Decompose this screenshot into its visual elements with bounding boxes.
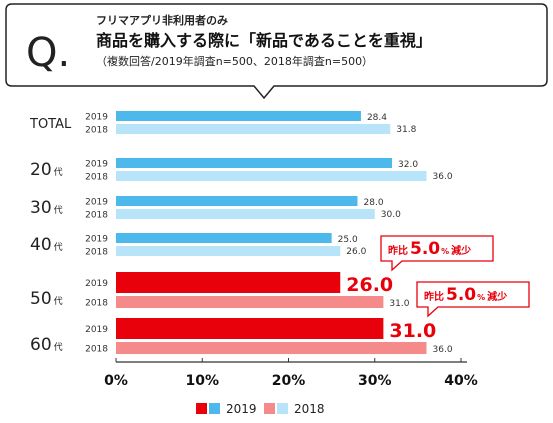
question-note: （複数回答/2019年調査n=500、2018年調査n=500） bbox=[96, 54, 373, 68]
category-row: 30 代 2019 2018 28.0 30.0 bbox=[30, 196, 401, 221]
bar-2019 bbox=[116, 233, 332, 243]
bar-2019 bbox=[116, 272, 341, 293]
category-suffix: 代 bbox=[54, 342, 63, 353]
bar-2019 bbox=[116, 318, 384, 339]
category-row: 40 代 2019 2018 25.0 26.0 bbox=[30, 233, 367, 258]
bar-2019 bbox=[116, 111, 361, 121]
tick-label: 30% bbox=[358, 373, 392, 389]
legend-label: 2018 bbox=[294, 402, 325, 416]
tick-label: 20% bbox=[272, 373, 306, 389]
series-label-2018: 2018 bbox=[85, 126, 108, 136]
question-title: 商品を購入する際に「新品であることを重視」 bbox=[96, 31, 432, 50]
x-axis: 0% 10% 20% 30% 40% bbox=[104, 358, 478, 389]
callout-frame bbox=[416, 281, 530, 318]
question-target: フリマアプリ非利用者のみ bbox=[96, 13, 228, 27]
callout-text: 昨比 5.0% 減少 bbox=[424, 285, 507, 305]
category-label: TOTAL bbox=[29, 117, 72, 132]
value-label-2019: 26.0 bbox=[346, 274, 393, 296]
value-label-2018: 31.0 bbox=[389, 299, 409, 309]
series-label-2018: 2018 bbox=[85, 299, 108, 309]
value-label-2019: 32.0 bbox=[398, 160, 418, 170]
bar-2018 bbox=[116, 124, 391, 134]
value-label-2018: 31.8 bbox=[396, 125, 416, 135]
bar-2018 bbox=[116, 342, 427, 354]
value-label-2019: 28.4 bbox=[367, 113, 387, 123]
legend: 2019 2018 bbox=[196, 402, 325, 416]
series-label-2019: 2019 bbox=[85, 235, 108, 245]
callout-box: 昨比 5.0% 減少 bbox=[416, 281, 530, 318]
legend-swatch bbox=[209, 403, 220, 414]
legend-item: 2018 bbox=[264, 402, 325, 416]
callout-frame bbox=[380, 235, 494, 272]
value-label-2019: 31.0 bbox=[389, 320, 436, 342]
series-label-2018: 2018 bbox=[85, 211, 108, 221]
bar-2019 bbox=[116, 158, 392, 168]
category-suffix: 代 bbox=[54, 167, 63, 178]
series-label-2018: 2018 bbox=[85, 345, 108, 355]
series-label-2019: 2019 bbox=[85, 198, 108, 208]
series-label-2019: 2019 bbox=[85, 160, 108, 170]
tick-label: 0% bbox=[104, 373, 128, 389]
question-mark: Q. bbox=[26, 30, 70, 76]
value-label-2018: 36.0 bbox=[433, 172, 453, 182]
bar-2018 bbox=[116, 246, 341, 256]
category-label: 20 代 bbox=[30, 160, 63, 180]
value-label-2018: 26.0 bbox=[346, 247, 366, 257]
value-label-2018: 36.0 bbox=[433, 345, 453, 355]
value-label-2018: 30.0 bbox=[381, 210, 401, 220]
category-row: 50 代 2019 2018 26.0 31.0 昨比 5.0% 減少 bbox=[30, 235, 494, 309]
legend-swatch bbox=[264, 403, 275, 414]
tick-label: 10% bbox=[185, 373, 219, 389]
value-label-2019: 28.0 bbox=[364, 198, 384, 208]
category-label: 60 代 bbox=[30, 335, 63, 355]
category-suffix: 代 bbox=[54, 296, 63, 307]
tick-label: 40% bbox=[444, 373, 478, 389]
category-row: TOTAL 2019 2018 28.4 31.8 bbox=[29, 111, 417, 136]
callout-text: 昨比 5.0% 減少 bbox=[388, 239, 471, 259]
category-suffix: 代 bbox=[54, 242, 63, 253]
category-label: 50 代 bbox=[30, 289, 63, 309]
bar-2019 bbox=[116, 196, 358, 206]
series-label-2018: 2018 bbox=[85, 248, 108, 258]
category-row: 20 代 2019 2018 32.0 36.0 bbox=[30, 158, 453, 183]
series-label-2019: 2019 bbox=[85, 113, 108, 123]
category-suffix: 代 bbox=[54, 205, 63, 216]
callout-box: 昨比 5.0% 減少 bbox=[380, 235, 494, 272]
question-box: Q. フリマアプリ非利用者のみ 商品を購入する際に「新品であることを重視」 （複… bbox=[5, 3, 548, 100]
legend-label: 2019 bbox=[226, 402, 257, 416]
legend-swatch bbox=[196, 403, 207, 414]
category-row: 60 代 2019 2018 31.0 36.0 昨比 5.0% 減少 bbox=[30, 281, 530, 355]
value-label-2019: 25.0 bbox=[338, 235, 358, 245]
legend-swatch bbox=[277, 403, 288, 414]
bar-2018 bbox=[116, 171, 427, 181]
legend-item: 2019 bbox=[196, 402, 257, 416]
series-label-2019: 2019 bbox=[85, 325, 108, 335]
bar-2018 bbox=[116, 209, 375, 219]
category-label: 30 代 bbox=[30, 198, 63, 218]
category-label: 40 代 bbox=[30, 235, 63, 255]
series-label-2019: 2019 bbox=[85, 279, 108, 289]
bar-2018 bbox=[116, 296, 384, 308]
series-label-2018: 2018 bbox=[85, 173, 108, 183]
